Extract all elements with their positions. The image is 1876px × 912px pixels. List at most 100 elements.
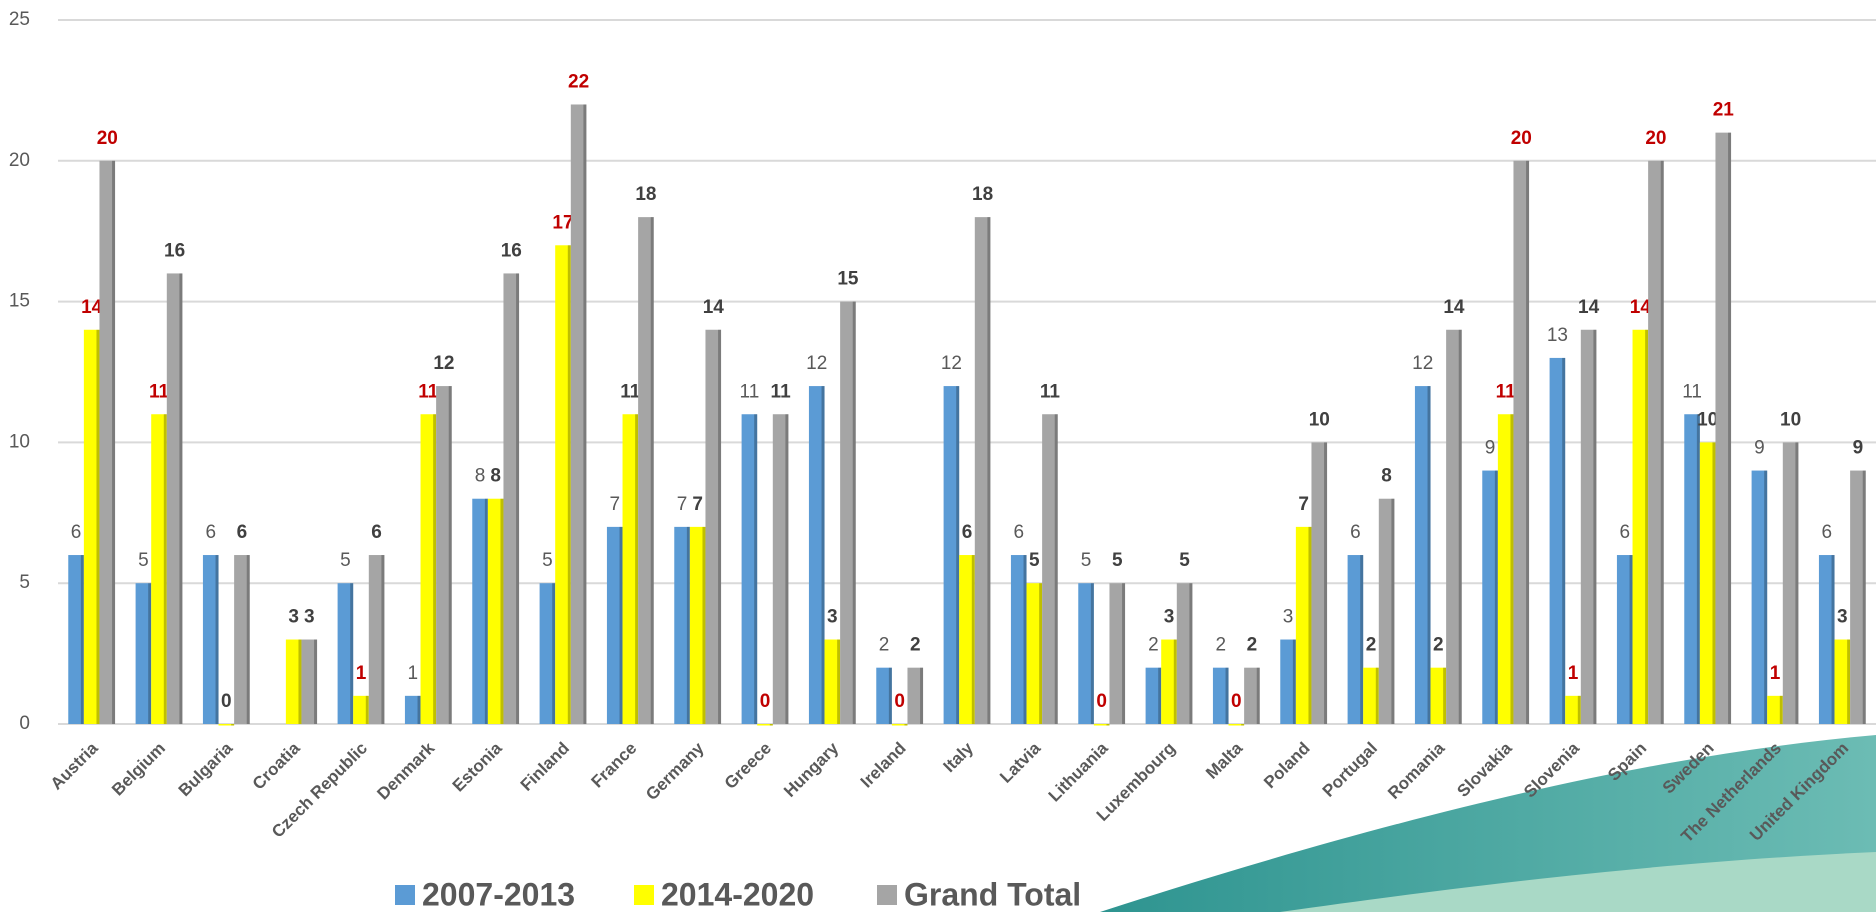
value-label: 7	[1298, 494, 1309, 515]
value-label: 8	[490, 466, 501, 487]
value-label: 0	[760, 691, 771, 712]
x-tick-label: Estonia	[449, 738, 506, 795]
bar-side	[785, 414, 788, 724]
value-label: 7	[677, 494, 688, 515]
bar-side	[1024, 555, 1027, 724]
bar-side	[1158, 668, 1161, 724]
value-label: 1	[356, 663, 367, 684]
bar-side	[972, 555, 975, 724]
bar-side	[1308, 527, 1311, 724]
value-label: 10	[1697, 409, 1718, 430]
bar-side	[853, 302, 856, 724]
value-label: 14	[1630, 297, 1652, 318]
y-tick-label: 20	[9, 150, 30, 171]
bar-side	[1645, 330, 1648, 724]
y-tick-label: 0	[19, 713, 30, 734]
value-label: 16	[501, 240, 522, 261]
value-label: 6	[1013, 522, 1024, 543]
value-label: 6	[1350, 522, 1361, 543]
bar-side	[1832, 555, 1835, 724]
x-tick-label: Croatia	[249, 738, 304, 793]
value-label: 3	[1837, 607, 1848, 628]
value-label: 9	[1754, 438, 1765, 459]
bar-side	[500, 499, 503, 724]
x-tick-label: Latvia	[996, 738, 1045, 787]
x-tick-label: Bulgaria	[175, 738, 237, 800]
bar-side	[1091, 583, 1094, 724]
value-label: 14	[703, 297, 725, 318]
x-tick-label: Denmark	[373, 738, 438, 803]
x-tick-label: Greece	[721, 739, 775, 793]
bar-side	[1578, 696, 1581, 724]
bar-side	[620, 527, 623, 724]
value-label: 11	[1040, 381, 1061, 402]
x-tick-label: Slovakia	[1453, 738, 1516, 801]
bar-side	[148, 583, 151, 724]
bar-side	[516, 273, 519, 724]
bar-side	[552, 583, 555, 724]
bar-side	[81, 555, 84, 724]
bar-side	[687, 527, 690, 724]
bar-side	[1630, 555, 1633, 724]
value-label: 11	[620, 381, 641, 402]
bar-side	[1055, 414, 1058, 724]
value-label: 6	[237, 522, 248, 543]
x-tick-label: Germany	[642, 738, 708, 804]
value-label: 0	[221, 691, 232, 712]
bar-side	[449, 386, 452, 724]
bar-side	[112, 161, 115, 724]
value-label: 6	[1821, 522, 1832, 543]
value-label: 9	[1485, 438, 1496, 459]
legend-swatch	[395, 885, 415, 905]
legend-swatch	[877, 885, 897, 905]
bar-side	[1510, 414, 1513, 724]
bar-side	[1376, 668, 1379, 724]
bar-side	[1495, 471, 1498, 724]
bar-side	[1459, 330, 1462, 724]
value-label: 16	[164, 240, 185, 261]
value-label: 10	[1780, 409, 1801, 430]
chart: 0510152025Austria61420Belgium51116Bulgar…	[0, 0, 1876, 912]
value-label: 8	[475, 466, 486, 487]
value-label: 1	[1568, 663, 1579, 684]
x-tick-label: Lithuania	[1045, 738, 1112, 805]
bar-side	[314, 640, 317, 724]
value-label: 21	[1713, 100, 1735, 121]
bar-side	[247, 555, 250, 724]
value-label: 2	[910, 635, 921, 656]
value-label: 9	[1853, 438, 1864, 459]
value-label: 11	[1496, 381, 1517, 402]
bar-side	[1360, 555, 1363, 724]
value-label: 20	[1511, 128, 1532, 149]
value-label: 3	[304, 607, 315, 628]
bar-side	[904, 724, 907, 726]
value-label: 7	[692, 494, 703, 515]
value-label: 0	[894, 691, 905, 712]
bar-side	[96, 330, 99, 724]
bar-side	[1795, 442, 1798, 724]
value-label: 14	[81, 297, 103, 318]
value-label: 3	[288, 607, 299, 628]
bar-side	[350, 583, 353, 724]
value-label: 5	[340, 550, 351, 571]
bar-side	[889, 668, 892, 724]
y-tick-label: 5	[19, 572, 30, 593]
bar-side	[231, 724, 234, 726]
bar-side	[1780, 696, 1783, 724]
bar-side	[987, 217, 990, 724]
value-label: 11	[149, 381, 170, 402]
x-tick-label: Austria	[47, 738, 102, 793]
value-label: 6	[962, 522, 973, 543]
value-label: 20	[1645, 128, 1666, 149]
x-tick-label: Malta	[1202, 738, 1247, 783]
legend-label: 2014-2020	[661, 876, 814, 912]
value-label: 6	[205, 522, 216, 543]
bar-side	[920, 668, 923, 724]
value-label: 1	[407, 663, 418, 684]
value-label: 18	[635, 184, 656, 205]
bar-side	[1039, 583, 1042, 724]
value-label: 14	[1443, 297, 1465, 318]
value-label: 12	[941, 353, 962, 374]
bar-side	[1241, 724, 1244, 726]
bar-side	[1257, 668, 1260, 724]
